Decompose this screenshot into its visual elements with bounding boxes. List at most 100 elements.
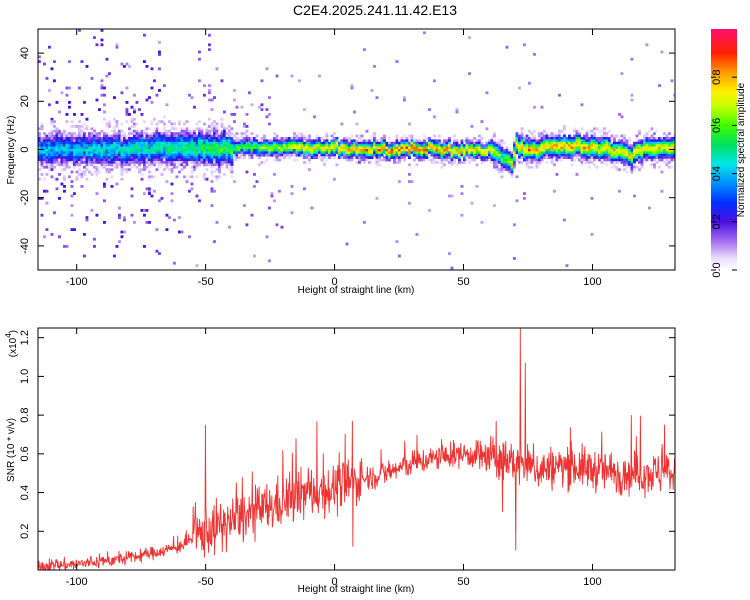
spectrogram-cell [210, 122, 214, 126]
spectrogram-cell [143, 141, 146, 145]
spectrogram-cell [495, 163, 499, 167]
spectrogram-cell [435, 149, 439, 152]
spectrogram-cell [143, 120, 146, 123]
spectrogram-cell [230, 139, 234, 143]
spectrogram-cell [88, 132, 91, 135]
spectrogram-cell [230, 170, 234, 174]
spectrogram-cell [630, 161, 634, 164]
spectrogram-cell [343, 141, 346, 145]
spectrogram-cell [233, 158, 236, 162]
spectrogram-cell [158, 165, 161, 169]
spectrogram-cell [625, 156, 629, 159]
spectrogram-cell [70, 180, 74, 183]
spectrogram-cell [398, 144, 401, 147]
spectrogram-cell [595, 127, 599, 131]
spectrogram-cell [105, 134, 109, 138]
spectrogram-cell [163, 127, 166, 131]
spectrogram-cell [613, 134, 616, 138]
spectrogram-cell [258, 139, 261, 143]
spectrogram-cell [563, 151, 566, 155]
spectrogram-cell [313, 151, 316, 155]
spectrogram-cell [550, 153, 554, 157]
spectrogram-cell [105, 132, 109, 135]
spectrogram-cell [235, 158, 239, 162]
spectrogram-cell [233, 151, 236, 155]
spectrogram-cell [43, 139, 46, 143]
spectrogram-cell [210, 163, 214, 167]
spectrogram-cell [268, 149, 271, 152]
spectrogram-cell [523, 144, 526, 147]
spectrogram-cell [570, 158, 574, 162]
spectrogram-cell [613, 158, 616, 162]
spectrogram-cell [593, 151, 596, 155]
spectrogram-cell [433, 156, 436, 159]
spectrogram-cell [63, 137, 66, 140]
spectrogram-cell [625, 144, 629, 147]
spectrogram-cell [538, 141, 541, 145]
spectrogram-cell [125, 170, 129, 174]
spectrogram-cell [433, 79, 436, 83]
spectrogram-cell [363, 48, 366, 51]
spectrogram-cell [270, 144, 274, 147]
spectrogram-cell [618, 168, 621, 171]
spectrogram-cell [463, 144, 466, 147]
spectrogram-cell [225, 127, 229, 131]
spectrogram-cell [333, 156, 336, 159]
spectrogram-cell [188, 153, 191, 157]
spectrogram-cell [55, 134, 59, 138]
spectrogram-cell [415, 146, 419, 150]
spectrogram-cell [450, 156, 454, 159]
spectrogram-cell [63, 139, 66, 143]
spectrogram-cell [98, 108, 101, 111]
spectrogram-cell [125, 62, 129, 66]
spectrogram-cell [478, 156, 481, 159]
spectrogram-cell [310, 151, 314, 155]
spectrogram-cell [193, 149, 196, 152]
spectrogram-cell [545, 139, 549, 143]
spectrogram-cell [405, 144, 409, 147]
spectrogram-cell [313, 146, 316, 150]
spectrogram-cell [395, 144, 399, 147]
spectrogram-cell [45, 151, 49, 155]
spectrogram-cell [623, 144, 626, 147]
spectrogram-cell [115, 158, 119, 162]
spectrogram-cell [430, 139, 434, 143]
spectrogram-cell [195, 151, 199, 155]
spectrogram-cell [60, 149, 64, 152]
spectrogram-cell [48, 134, 51, 138]
spectrogram-cell [50, 161, 54, 164]
spectrogram-cell [95, 165, 99, 169]
spectrogram-cell [108, 161, 111, 164]
spectrogram-cell [175, 146, 179, 150]
spectrogram-cell [443, 149, 446, 152]
spectrogram-cell [138, 158, 141, 162]
spectrogram-cell [580, 158, 584, 162]
spectrogram-cell [160, 137, 164, 140]
spectrogram-cell [190, 165, 194, 169]
spectrogram-cell [68, 101, 71, 104]
spectrogram-cell [128, 146, 131, 150]
spectrogram-cell [88, 144, 91, 147]
spectrogram-cell [653, 137, 656, 140]
spectrogram-cell [195, 158, 199, 162]
spectrogram-cell [43, 177, 46, 181]
spectrogram-cell [228, 158, 231, 162]
spectrogram-cell [78, 137, 81, 140]
spectrogram-cell [115, 141, 119, 145]
spectrogram-cell [368, 146, 371, 150]
spectrogram-cell [658, 158, 661, 162]
spectrogram-cell [423, 151, 426, 155]
spectrogram-cell [568, 137, 571, 140]
spectrogram-cell [673, 158, 675, 162]
spectrogram-cell [410, 149, 414, 152]
spectrogram-cell [123, 163, 126, 167]
spectrogram-cell [395, 149, 399, 152]
spectrogram-cell [320, 156, 324, 159]
spectrogram-cell [635, 149, 639, 152]
spectrogram-cell [228, 156, 231, 159]
spectrogram-cell [610, 161, 614, 164]
spectrogram-cell [38, 137, 41, 140]
spectrogram-cell [325, 158, 329, 162]
spectrogram-cell [83, 158, 86, 162]
spectrogram-cell [185, 132, 189, 135]
